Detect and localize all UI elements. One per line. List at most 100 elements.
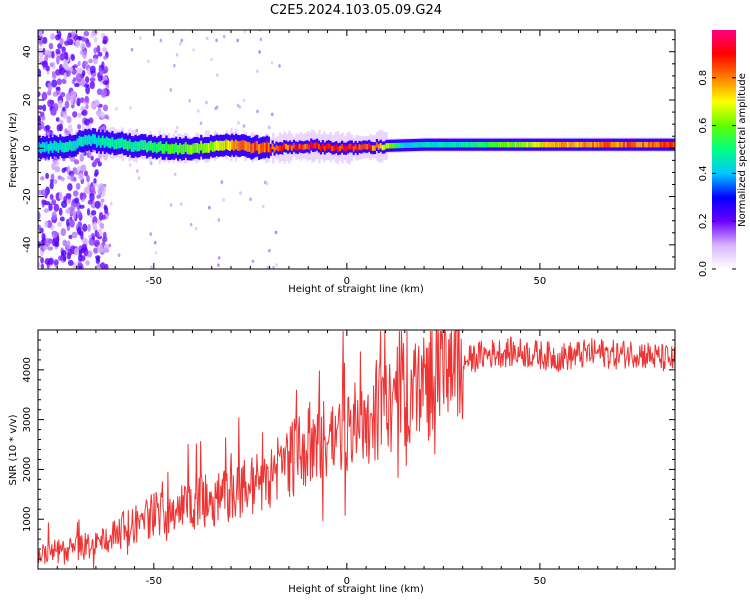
spectrum-ridge-core: [283, 143, 286, 149]
spectrum-ridge-core: [528, 141, 531, 148]
spectrum-ridge-core: [138, 141, 141, 151]
spectrum-noise-mark: [242, 124, 246, 128]
spectrum-ridge-core: [431, 141, 434, 148]
spectrum-noise-mark: [72, 77, 77, 82]
spectrum-ridge-core: [393, 142, 396, 149]
spectrum-ridge-core: [76, 138, 79, 149]
spectrum-ridge-core: [447, 141, 450, 148]
spectrum-ridge-core: [470, 141, 473, 148]
spectrum-noise-mark: [41, 115, 46, 121]
spectrum-noise-mark: [56, 78, 62, 86]
spectrum-ridge-core: [495, 141, 498, 148]
spectrum-ridge-core: [45, 141, 48, 152]
spectrum-noise-mark: [102, 104, 109, 112]
spectrum-ridge-core: [536, 141, 539, 148]
spectrum-ridge-core: [613, 141, 616, 148]
spectrum-noise-mark: [93, 159, 98, 165]
spectrum-ridge-core: [646, 141, 649, 148]
spectrum-ridge-core: [356, 146, 359, 152]
spectrum-noise-mark: [94, 200, 101, 209]
spectrogram-ytick-label: -40: [22, 237, 33, 253]
spectrum-ridge-core: [169, 144, 172, 155]
spectrum-ridge-core: [449, 141, 452, 148]
spectrum-noise-mark: [138, 36, 142, 40]
spectrum-ridge-core: [43, 142, 46, 153]
spectrum-ridge-core: [194, 142, 197, 153]
spectrum-noise-mark: [78, 204, 85, 209]
spectrum-ridge-core: [487, 141, 490, 148]
spectrum-ridge-core: [200, 140, 203, 151]
spectrum-ridge-core: [348, 143, 351, 150]
spectrum-noise-mark: [58, 191, 63, 199]
spectrogram-xtick-label: -50: [146, 276, 162, 287]
spectrum-ridge-core: [68, 140, 72, 150]
spectrum-ridge-core: [508, 141, 512, 148]
spectrum-noise-mark: [82, 49, 88, 59]
spectrum-ridge-core: [204, 142, 207, 153]
spectrum-ridge-core: [371, 145, 375, 151]
spectrum-ridge-core: [259, 143, 263, 154]
spectrum-ridge-core: [576, 141, 579, 148]
spectrum-ridge-core: [80, 136, 83, 147]
spectrum-noise-mark: [86, 174, 90, 183]
spectrum-ridge-core: [609, 141, 612, 148]
spectrum-ridge-core: [370, 144, 373, 151]
snr-xtick-label: 0: [344, 576, 350, 587]
spectrum-ridge-core: [510, 141, 514, 148]
spectrum-ridge-core: [358, 144, 361, 150]
spectrum-noise-mark: [53, 178, 58, 185]
spectrum-noise-mark: [85, 260, 90, 266]
spectrum-noise-mark: [38, 47, 43, 53]
spectrum-ridge-core: [126, 141, 129, 151]
spectrum-noise-mark: [249, 197, 252, 202]
spectrum-ridge-core: [205, 142, 209, 153]
spectrum-ridge-core: [84, 134, 87, 145]
spectrum-ridge-core: [582, 141, 585, 148]
spectrum-ridge-core: [532, 141, 535, 148]
spectrum-noise-mark: [61, 46, 66, 53]
spectrum-noise-mark: [78, 173, 84, 181]
spectrum-noise-mark: [66, 199, 72, 205]
spectrum-ridge-core: [314, 142, 317, 149]
spectrum-noise-mark: [179, 202, 183, 206]
spectrum-ridge-core: [640, 141, 643, 148]
spectrum-noise-mark: [40, 176, 45, 181]
spectrum-ridge-core: [184, 142, 187, 152]
spectrum-noise-mark: [199, 121, 203, 125]
spectrum-ridge-core: [503, 141, 506, 148]
spectrum-ridge-core: [271, 143, 274, 150]
spectrum-ridge-core: [342, 145, 346, 152]
spectrum-noise-mark: [102, 80, 109, 86]
spectrum-ridge-core: [258, 144, 261, 154]
spectrum-ridge-core: [429, 141, 433, 148]
spectrum-ridge-core: [223, 140, 226, 151]
spectrum-noise-mark: [93, 221, 97, 230]
spectrum-ridge-core: [443, 141, 446, 148]
spectrum-noise-mark: [99, 185, 104, 192]
spectrum-ridge-core: [290, 145, 294, 151]
spectrum-ridge-core: [122, 139, 126, 150]
spectrum-noise-mark: [83, 30, 90, 37]
spectrum-ridge-core: [335, 144, 338, 150]
spectrum-ridge-core: [132, 142, 135, 153]
spectrum-noise-mark: [40, 189, 47, 196]
spectrum-noise-mark: [60, 92, 66, 98]
spectrum-noise-mark: [88, 238, 94, 246]
colorbar-tick-label: 0.4: [698, 165, 709, 181]
spectrum-noise-mark: [129, 105, 132, 110]
spectrum-ridge-core: [180, 144, 184, 155]
spectrum-ridge-core: [167, 144, 170, 154]
spectrum-ridge-core: [61, 142, 64, 153]
spectrum-ridge-core: [119, 138, 122, 149]
spectrum-noise-mark: [256, 109, 259, 114]
spectrum-ridge-core: [250, 143, 253, 154]
spectrum-ridge-core: [304, 144, 307, 150]
spectrum-noise-mark: [189, 222, 193, 227]
spectrum-noise-mark: [84, 170, 88, 177]
spectrum-noise-mark: [72, 210, 77, 219]
spectrum-noise-mark: [59, 216, 65, 222]
spectrum-ridge-core: [70, 141, 74, 152]
spectrum-ridge-core: [406, 142, 409, 148]
spectrum-noise-mark: [259, 37, 263, 42]
spectrum-noise-mark: [70, 90, 77, 100]
